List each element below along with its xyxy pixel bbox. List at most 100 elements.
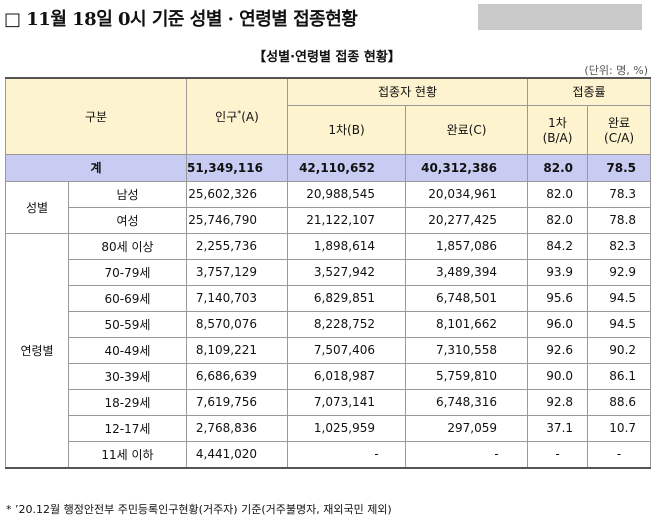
table-cell: 84.2 [527, 232, 589, 260]
header-text: 인구 [215, 109, 238, 124]
table-cell: 8,570,076 [186, 310, 288, 338]
table-row: 12-17세 2,768,836 1,025,959 297,059 37.1 10.7 [6, 414, 652, 442]
table-cell: 성별 [5, 180, 69, 234]
table-cell: 82.0 [527, 206, 589, 234]
table-cell: 60-69세 [68, 284, 187, 312]
table-cell: 10.7 [587, 414, 652, 442]
table-cell: 78.8 [587, 206, 652, 234]
table-cell: 7,507,406 [287, 336, 406, 364]
table-cell: 80세 이상 [68, 232, 187, 260]
header-cell: 1차(B) [287, 104, 406, 155]
table-cell: 7,140,703 [186, 284, 288, 312]
header-text: 1차 [548, 116, 567, 130]
table-cell: - [404, 440, 529, 468]
table-cell: 42,110,652 [287, 153, 406, 182]
table-cell: 95.6 [527, 284, 589, 312]
table-cell: 86.1 [587, 362, 652, 390]
table-cell: 계 [5, 153, 187, 182]
table-cell: 82.3 [587, 232, 652, 260]
table-cell: 12-17세 [68, 414, 187, 442]
table-cell: 90.2 [587, 336, 652, 364]
title: □ 11월 18일 0시 기준 성별 · 연령별 접종현황 [4, 9, 358, 30]
table: 구분 인구*(A) 접종자 현황 접종률 1차(B) 완료(C) 1차 (B/A)… [5, 77, 652, 469]
table-cell: 20,277,425 [404, 206, 529, 234]
table-cell: 90.0 [527, 362, 589, 390]
table-cell: 92.8 [527, 388, 589, 416]
table-cell: 6,748,501 [404, 284, 529, 312]
header-cell: 접종률 [527, 77, 652, 106]
header-text: (C/A) [604, 131, 635, 145]
header-cell: 1차 (B/A) [527, 104, 589, 155]
table-row: 11세 이하 4,441,020- - - - [6, 440, 652, 468]
table-cell: 3,527,942 [287, 258, 406, 286]
header-cell: 구분 [5, 77, 187, 155]
table-cell: 37.1 [527, 414, 589, 442]
table-cell: 20,034,961 [404, 180, 529, 208]
table-cell: 8,228,752 [287, 310, 406, 338]
table-cell: 82.0 [527, 153, 589, 182]
total-row: 계 51,349,116 42,110,652 40,312,386 82.0 78.5 [5, 153, 652, 182]
table-cell: 92.6 [527, 336, 589, 364]
table-cell: 8,101,662 [404, 310, 529, 338]
table-cell: 94.5 [587, 284, 652, 312]
header-cell: 완료(C) [404, 104, 529, 155]
table-cell: 5,759,810 [404, 362, 529, 390]
unit: (단위: 명, %) [584, 64, 648, 77]
table-cell: 93.9 [527, 258, 589, 286]
header-cell: 접종자 현황 [286, 77, 529, 106]
table-cell: 7,073,141 [287, 388, 406, 416]
header-mark: * [237, 108, 242, 118]
subtitle: 【성별·연령별 접종 현황】 [253, 50, 401, 65]
table-cell: 18-29세 [68, 388, 187, 416]
table-cell: 51,349,116 [186, 153, 288, 182]
table-cell: 20,988,545 [287, 180, 406, 208]
table-cell: 25,602,326 [186, 180, 288, 208]
table-cell: 8,109,221 [186, 336, 288, 364]
table-cell: 남성 [68, 180, 187, 208]
header-text: 완료 [607, 116, 631, 130]
table-cell: 1,025,959 [287, 414, 406, 442]
table-cell: 7,619,756 [186, 388, 288, 416]
table-cell: 96.0 [527, 310, 589, 338]
table-cell: 연령별 [5, 232, 69, 468]
header-text: (A) [241, 109, 259, 124]
table-row: 70-79세 3,757,129 3,527,942 3,489,394 93.9 92.… [6, 258, 652, 286]
table-cell: 3,489,394 [404, 258, 529, 286]
table-row: 40-49세 8,109,221 7,507,406 7,310,558 92.6 90.… [6, 336, 652, 364]
footnote: * ’20.12월 행정안전부 주민등록인구현황(거주자) 기준(거주불명자, … [6, 503, 392, 516]
table-cell: 6,829,851 [287, 284, 406, 312]
table-cell: 40-49세 [68, 336, 187, 364]
table-cell: 11세 이하 [68, 440, 187, 468]
table-cell: 30-39세 [68, 362, 187, 390]
table-row: 30-39세 6,686,639 6,018,987 5,759,810 90.0 86.… [6, 362, 652, 390]
table-cell: 92.9 [587, 258, 652, 286]
table-cell: 82.0 [527, 180, 589, 208]
table-cell: 6,748,316 [404, 388, 529, 416]
redaction [478, 4, 642, 30]
table-cell: 2,768,836 [186, 414, 288, 442]
table-cell: 3,757,129 [186, 258, 288, 286]
table-cell: 70-79세 [68, 258, 187, 286]
header-cell: 완료 (C/A) [587, 104, 652, 155]
table-cell: - [587, 440, 652, 468]
table-cell: 6,686,639 [186, 362, 288, 390]
table-cell: 여성 [68, 206, 187, 234]
table-row: 성별 남성 25,602,326 20,988,545 20,034,961 82.0 78… [5, 180, 652, 234]
table-cell: 6,018,987 [287, 362, 406, 390]
table-cell: 25,746,790 [186, 206, 288, 234]
table-row: 50-59세 8,570,076 8,228,752 8,101,662 96.0 94.… [6, 310, 652, 338]
table-cell: 7,310,558 [404, 336, 529, 364]
table-cell: 94.5 [587, 310, 652, 338]
table-cell: - [527, 440, 589, 468]
table-cell: 4,441,020 [186, 440, 288, 468]
table-cell: 88.6 [587, 388, 652, 416]
table-row: 60-69세 7,140,703 6,829,851 6,748,501 95.6 94.… [6, 284, 652, 312]
table-cell: 40,312,386 [404, 153, 529, 182]
table-cell: 297,059 [404, 414, 529, 442]
header-cell: 인구*(A) [186, 77, 288, 155]
table-cell: 78.5 [587, 153, 652, 182]
header-text: (B/A) [542, 131, 573, 145]
table-cell: 2,255,736 [186, 232, 288, 260]
table-cell: 50-59세 [68, 310, 187, 338]
